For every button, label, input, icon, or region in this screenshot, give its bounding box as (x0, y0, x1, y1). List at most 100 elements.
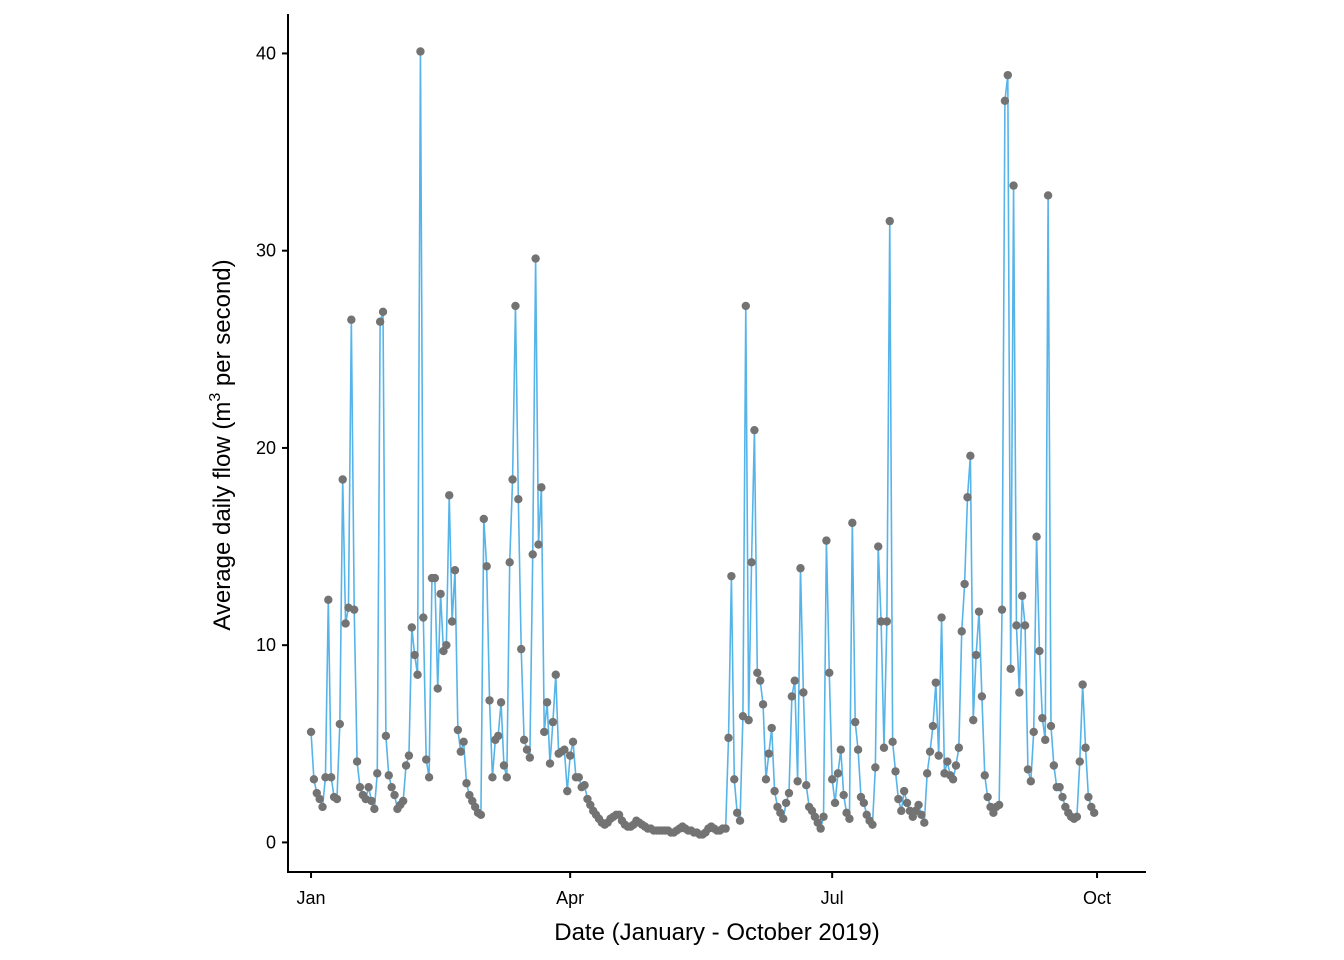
data-point (724, 733, 733, 743)
data-point (511, 301, 520, 311)
data-point (741, 301, 750, 311)
data-point (416, 47, 425, 56)
data-point (779, 814, 788, 823)
data-point (563, 786, 572, 796)
data-point (928, 721, 938, 731)
data-point (983, 792, 992, 802)
data-point (1084, 792, 1093, 802)
data-point (537, 483, 546, 492)
y-tick-label: 40 (256, 43, 276, 63)
x-tick-label: Apr (556, 888, 584, 908)
data-point (764, 749, 774, 758)
data-point (488, 773, 497, 782)
data-point (954, 743, 964, 752)
data-point (845, 814, 854, 823)
data-point (462, 779, 471, 788)
data-point (401, 761, 411, 770)
data-point (367, 796, 376, 806)
data-point (839, 790, 848, 800)
data-point (799, 688, 808, 697)
data-point (922, 769, 932, 778)
data-point (1017, 591, 1027, 601)
data-point (951, 761, 961, 770)
data-point (568, 737, 578, 747)
data-point (502, 773, 512, 782)
data-point (335, 719, 345, 729)
data-point (373, 769, 382, 778)
data-point (925, 747, 935, 756)
data-point (816, 824, 825, 833)
data-point (1046, 721, 1056, 731)
data-point (934, 751, 943, 760)
data-point (378, 307, 388, 317)
data-point (565, 751, 575, 760)
data-point (960, 579, 969, 589)
data-point (969, 715, 978, 725)
data-point (977, 692, 987, 701)
data-point (352, 757, 362, 766)
data-point (482, 562, 491, 571)
data-point (398, 796, 408, 806)
data-point (413, 670, 422, 679)
data-point (899, 786, 909, 796)
data-point (997, 605, 1007, 614)
data-point (833, 769, 843, 778)
data-point (891, 767, 900, 776)
data-point (560, 745, 569, 754)
data-point (937, 613, 946, 622)
data-point (453, 725, 463, 735)
data-point (1000, 96, 1010, 105)
data-point (781, 798, 791, 808)
data-point (1089, 808, 1099, 818)
data-point (574, 773, 583, 782)
data-point (306, 727, 316, 737)
y-axis-title-superscript: 3 (207, 393, 224, 402)
data-point (732, 808, 742, 818)
data-point (827, 775, 837, 784)
data-point (436, 589, 445, 599)
y-axis-title-rest: per second) (209, 259, 236, 392)
data-point (879, 743, 889, 752)
data-point (871, 763, 880, 772)
data-point (902, 798, 912, 808)
data-point (479, 514, 488, 524)
data-point (825, 668, 834, 677)
data-point (971, 650, 981, 660)
data-point (1038, 713, 1047, 723)
data-point (836, 745, 846, 754)
data-point (525, 753, 535, 762)
data-point (1035, 646, 1044, 656)
data-point (868, 820, 877, 829)
data-point (445, 491, 454, 500)
data-point (874, 542, 883, 551)
data-point (442, 640, 451, 650)
data-point (758, 700, 768, 709)
data-point (419, 613, 428, 622)
data-point (1041, 735, 1050, 745)
y-axis-ticks: 0 10 20 30 40 (256, 43, 288, 852)
y-axis-title: Average daily flow (m3 per second) (207, 259, 236, 630)
data-point (321, 773, 330, 782)
data-point (819, 812, 828, 821)
data-point (447, 617, 457, 626)
data-point (430, 573, 440, 583)
data-point (450, 566, 460, 575)
data-point (750, 425, 759, 435)
data-point (551, 670, 560, 679)
data-point (980, 771, 989, 780)
data-point (390, 790, 399, 800)
data-point (528, 550, 537, 559)
x-axis-title: Date (January - October 2019) (554, 919, 880, 946)
data-point (796, 564, 805, 573)
data-point (822, 536, 831, 545)
data-point (1049, 761, 1059, 770)
data-point (522, 745, 532, 754)
data-point (519, 735, 529, 745)
data-point (422, 755, 431, 764)
data-point (476, 810, 486, 819)
data-point (1029, 727, 1038, 737)
data-point (315, 794, 324, 804)
data-point (1006, 664, 1015, 674)
data-point (375, 317, 385, 326)
